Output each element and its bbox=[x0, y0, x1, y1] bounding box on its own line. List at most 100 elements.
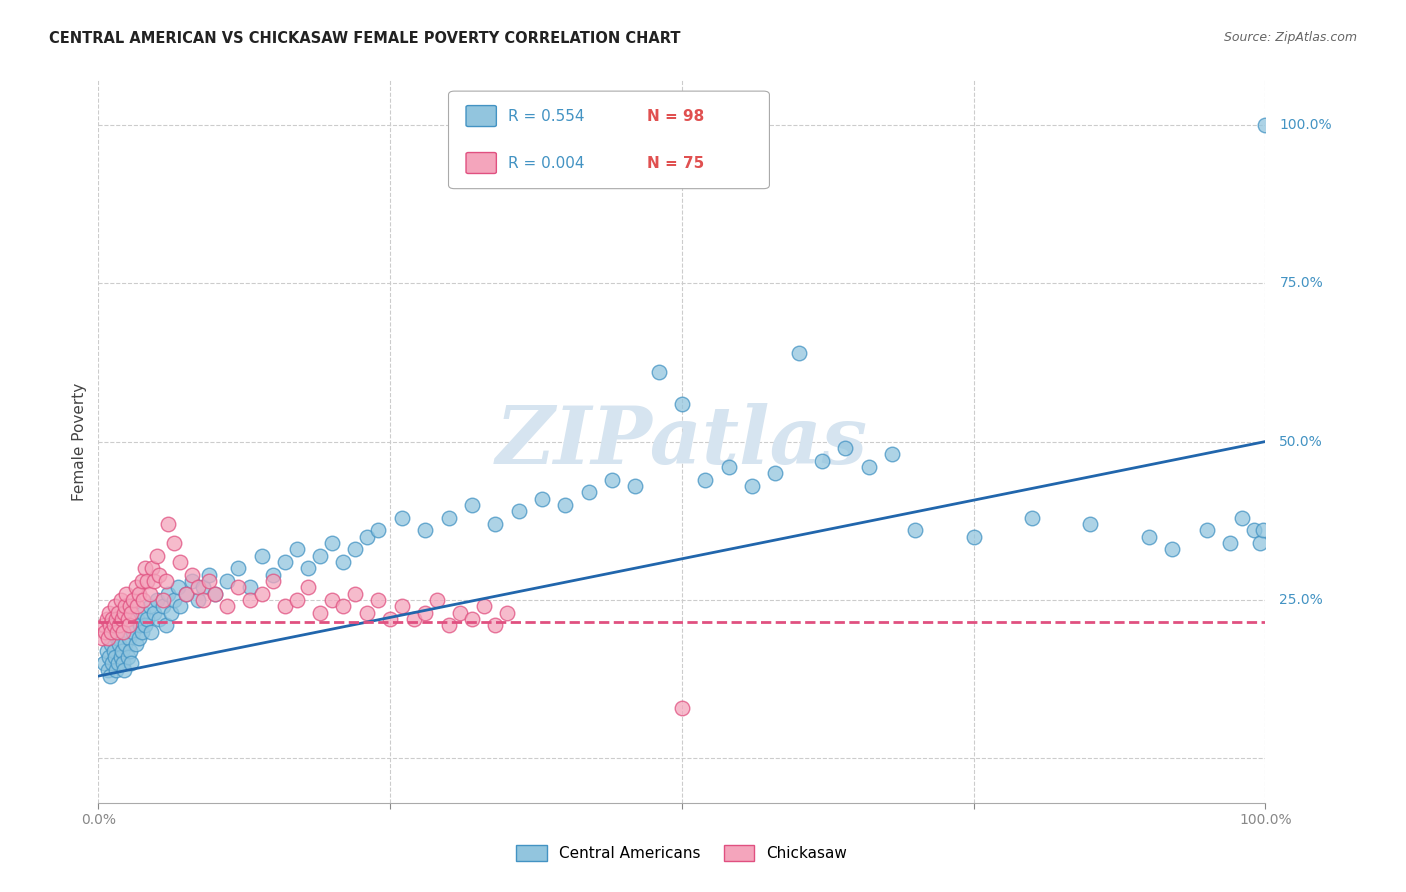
Point bbox=[193, 580, 215, 594]
Point bbox=[380, 612, 402, 626]
Point bbox=[402, 612, 425, 626]
Point bbox=[148, 612, 170, 626]
Point bbox=[332, 555, 354, 569]
Point bbox=[437, 618, 460, 632]
Point bbox=[193, 593, 215, 607]
Point bbox=[97, 631, 120, 645]
Point bbox=[880, 447, 903, 461]
Y-axis label: Female Poverty: Female Poverty bbox=[72, 383, 87, 500]
Point bbox=[96, 643, 118, 657]
Point bbox=[159, 606, 181, 620]
Point bbox=[262, 567, 284, 582]
Text: N = 98: N = 98 bbox=[647, 109, 704, 124]
Point bbox=[741, 479, 763, 493]
Point bbox=[1243, 523, 1265, 537]
Point bbox=[204, 587, 226, 601]
Point bbox=[103, 643, 125, 657]
Point bbox=[132, 606, 155, 620]
Point bbox=[530, 491, 553, 506]
Point bbox=[671, 396, 693, 410]
Point bbox=[228, 561, 250, 575]
Point bbox=[274, 599, 297, 614]
Point bbox=[136, 574, 159, 588]
Point bbox=[98, 669, 121, 683]
Point bbox=[904, 523, 927, 537]
Point bbox=[120, 606, 142, 620]
Point bbox=[97, 650, 120, 665]
Point bbox=[120, 657, 142, 671]
Point bbox=[105, 631, 128, 645]
Point bbox=[1137, 530, 1160, 544]
Point bbox=[166, 580, 188, 594]
Text: R = 0.554: R = 0.554 bbox=[508, 109, 585, 124]
Point bbox=[93, 618, 115, 632]
Point bbox=[484, 516, 506, 531]
Point bbox=[962, 530, 984, 544]
Point bbox=[107, 657, 129, 671]
Point bbox=[118, 599, 141, 614]
Point bbox=[1080, 516, 1102, 531]
Point bbox=[763, 467, 786, 481]
Point bbox=[496, 606, 519, 620]
Point bbox=[117, 612, 139, 626]
Point bbox=[321, 593, 343, 607]
Point bbox=[131, 624, 153, 639]
Point bbox=[1230, 510, 1253, 524]
Point bbox=[461, 612, 484, 626]
Point bbox=[125, 637, 148, 651]
FancyBboxPatch shape bbox=[465, 153, 496, 173]
Point bbox=[426, 593, 449, 607]
Point bbox=[297, 580, 319, 594]
Point bbox=[93, 657, 115, 671]
Point bbox=[112, 663, 135, 677]
Text: ZIPatlas: ZIPatlas bbox=[496, 403, 868, 480]
Point bbox=[101, 657, 124, 671]
Point bbox=[356, 530, 378, 544]
Point bbox=[100, 637, 122, 651]
Point bbox=[107, 606, 129, 620]
Point bbox=[118, 618, 141, 632]
Point bbox=[103, 618, 125, 632]
Point bbox=[250, 587, 273, 601]
Point bbox=[146, 549, 169, 563]
Text: Source: ZipAtlas.com: Source: ZipAtlas.com bbox=[1223, 31, 1357, 45]
Point bbox=[155, 618, 177, 632]
Point bbox=[111, 657, 134, 671]
Point bbox=[647, 365, 669, 379]
Point bbox=[1249, 536, 1271, 550]
Point bbox=[94, 624, 117, 639]
Point bbox=[134, 561, 156, 575]
Point bbox=[122, 593, 145, 607]
Point bbox=[101, 612, 124, 626]
Point bbox=[169, 599, 191, 614]
Point bbox=[157, 587, 180, 601]
Point bbox=[134, 618, 156, 632]
Point bbox=[118, 631, 141, 645]
Point bbox=[114, 637, 136, 651]
Point bbox=[139, 599, 162, 614]
Point bbox=[96, 612, 118, 626]
Point bbox=[250, 549, 273, 563]
Point bbox=[484, 618, 506, 632]
Point bbox=[811, 453, 834, 467]
Point bbox=[262, 574, 284, 588]
Point bbox=[117, 650, 139, 665]
Point bbox=[111, 624, 134, 639]
Point bbox=[129, 618, 152, 632]
Legend: Central Americans, Chickasaw: Central Americans, Chickasaw bbox=[510, 839, 853, 867]
Point bbox=[139, 624, 162, 639]
Point bbox=[125, 580, 148, 594]
Point bbox=[141, 561, 163, 575]
Point bbox=[508, 504, 530, 518]
Point bbox=[143, 606, 166, 620]
FancyBboxPatch shape bbox=[449, 91, 769, 189]
Point bbox=[198, 567, 221, 582]
Point bbox=[1219, 536, 1241, 550]
Text: 75.0%: 75.0% bbox=[1279, 277, 1323, 290]
Point bbox=[671, 700, 693, 714]
Point bbox=[274, 555, 297, 569]
Text: 50.0%: 50.0% bbox=[1279, 434, 1323, 449]
Point bbox=[100, 624, 122, 639]
Point bbox=[461, 498, 484, 512]
Point bbox=[1254, 118, 1277, 132]
